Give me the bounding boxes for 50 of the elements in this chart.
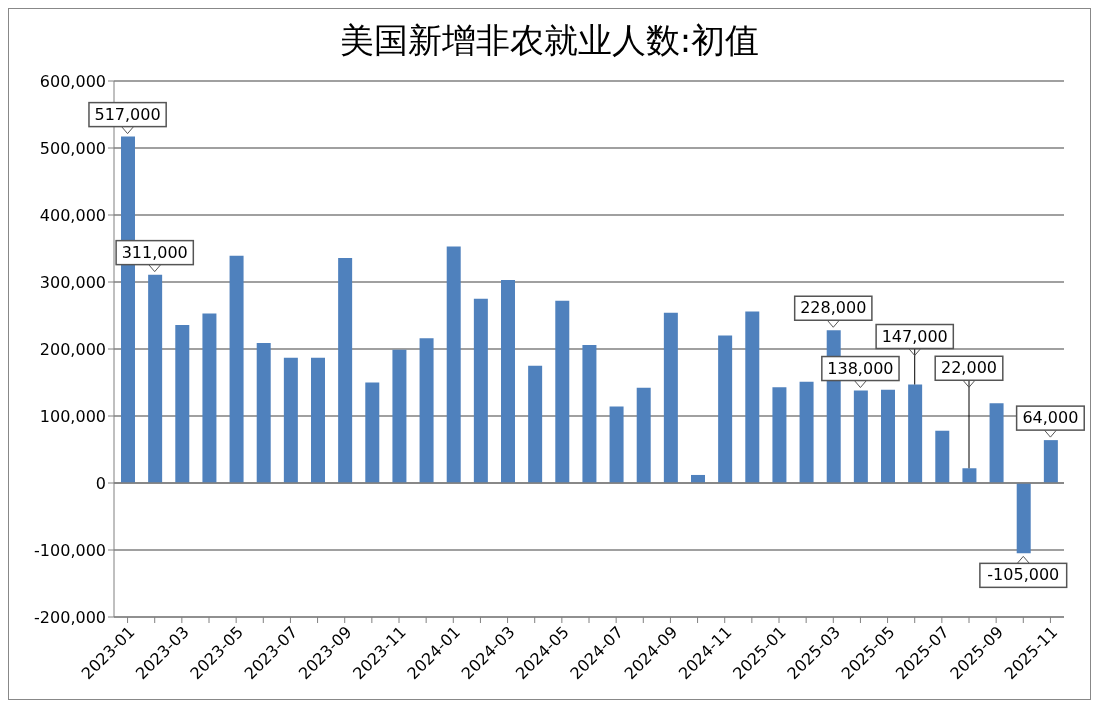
bar [989,403,1004,483]
y-tick-label: 100,000 [39,406,106,426]
y-tick-label: 600,000 [39,71,106,91]
bar [338,257,353,483]
bar [202,313,217,483]
bar [908,384,923,483]
bar [446,246,461,483]
bar [1043,440,1058,483]
y-tick-label: 300,000 [39,272,106,292]
y-tick-label: -100,000 [34,540,106,560]
bar [365,382,380,483]
data-label: 64,000 [1022,408,1079,428]
bar [473,298,488,483]
bar [582,344,597,483]
bar [175,324,190,483]
bar [256,342,271,483]
data-label: 138,000 [827,358,894,378]
bar [962,468,977,483]
data-label: 228,000 [800,298,867,318]
data-label: 311,000 [121,242,188,262]
bar [718,335,733,483]
y-tick-label: 500,000 [39,138,106,158]
bar [636,387,651,483]
bar [745,311,760,483]
bar [1016,483,1031,554]
bar [935,430,950,483]
bar [229,255,244,483]
chart-title: 美国新增非农就业人数:初值 [338,19,761,62]
bar [148,274,163,483]
y-tick-label: 400,000 [39,205,106,225]
bar [311,357,325,483]
bar [881,389,895,483]
y-tick-label: 200,000 [39,339,106,359]
data-label: -105,000 [987,565,1060,585]
bar [609,406,624,483]
bar [283,357,298,483]
bar [501,279,515,483]
bar [555,300,570,483]
bar [799,381,814,483]
bar [419,338,434,483]
bar [663,312,678,483]
bar [392,349,407,483]
y-tick-label: -200,000 [34,607,106,627]
data-label: 147,000 [881,326,948,346]
bar [528,365,543,483]
data-label: 22,000 [941,358,997,378]
bar [772,387,787,483]
bar [853,390,868,483]
data-label: 517,000 [94,104,161,124]
y-tick-label: 0 [95,473,106,493]
